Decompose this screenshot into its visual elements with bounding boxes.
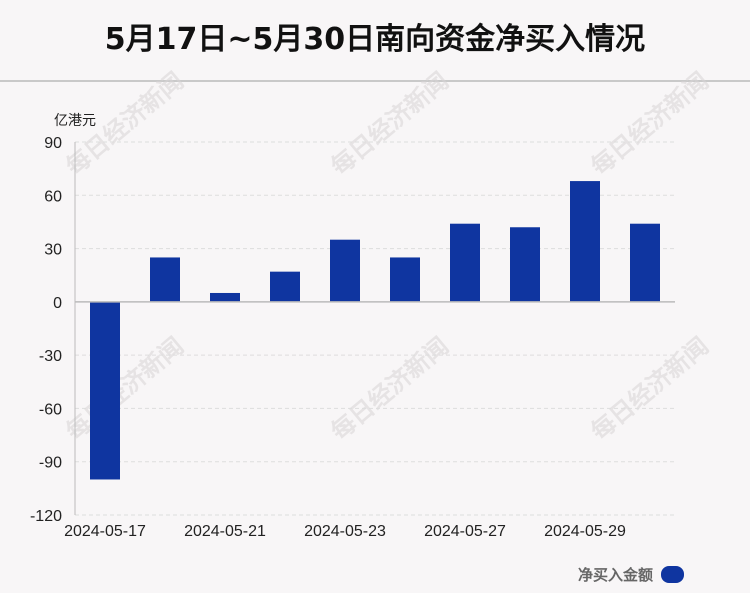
legend-label: 净买入金额: [577, 565, 653, 584]
watermark-text: 每日经济新闻: [326, 332, 454, 446]
bars-group: [90, 181, 660, 480]
y-tick-label: -60: [39, 401, 62, 418]
axes: 2024-05-17 2024-05-21 2024-05-23 2024-05-27…: [64, 142, 675, 540]
x-tick-label: 2024-05-29: [544, 523, 626, 540]
y-tick-label: -120: [30, 508, 62, 525]
y-tick-label: 0: [53, 295, 62, 312]
bar-2024-05-20: [150, 257, 180, 302]
bar-2024-05-23: [330, 239, 360, 302]
grid-lines: 90 60 30 0 -30 -60 -90 -120: [30, 135, 675, 525]
chart-title: 5月17日~5月30日南向资金净买入情况: [104, 22, 646, 57]
legend: 净买入金额: [578, 563, 684, 585]
legend-swatch: [661, 565, 684, 583]
watermark-text: 每日经济新闻: [326, 67, 454, 181]
y-tick-label: -90: [39, 455, 62, 472]
y-tick-label: -30: [39, 348, 62, 365]
x-tick-label: 2024-05-27: [424, 523, 506, 540]
y-tick-label: 90: [44, 135, 62, 152]
x-tick-label: 2024-05-17: [64, 523, 146, 540]
bar-2024-05-22: [270, 271, 300, 302]
y-tick-label: 60: [44, 188, 62, 205]
y-axis-unit: 亿港元: [54, 113, 96, 129]
x-tick-label: 2024-05-23: [304, 523, 386, 540]
bar-2024-05-17: [90, 301, 120, 480]
bar-2024-05-30: [630, 223, 660, 302]
title-divider: [0, 80, 750, 82]
bar-2024-05-28: [510, 227, 540, 302]
bar-2024-05-27: [450, 223, 480, 302]
x-tick-label: 2024-05-21: [184, 523, 266, 540]
bar-2024-05-21: [210, 292, 240, 302]
y-tick-label: 30: [44, 242, 62, 259]
bar-2024-05-24: [390, 257, 420, 302]
watermark-text: 每日经济新闻: [61, 332, 189, 446]
watermark-text: 每日经济新闻: [586, 67, 714, 181]
bar-2024-05-29: [570, 181, 600, 302]
watermark-text: 每日经济新闻: [586, 332, 714, 446]
